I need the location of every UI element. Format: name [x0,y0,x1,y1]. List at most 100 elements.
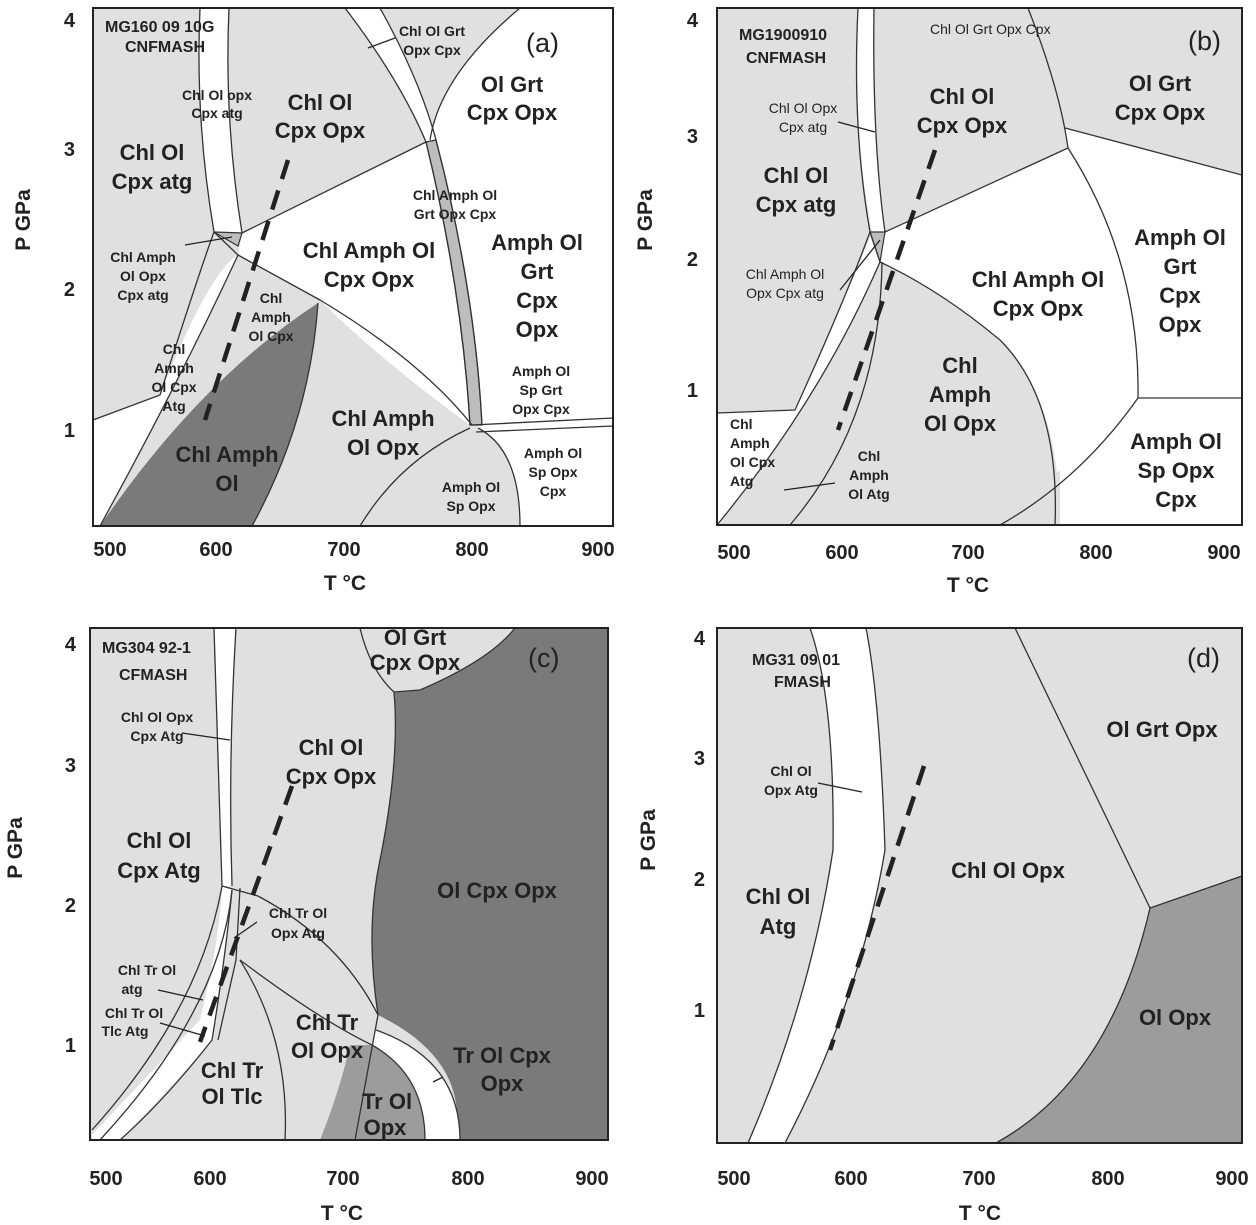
svg-text:800: 800 [1079,542,1112,564]
svg-text:2: 2 [65,895,76,917]
panel-d-x-ticks: 500 600 700 800 900 [717,1168,1248,1190]
field-label: Chl Amph Ol Opx [331,406,434,460]
field-label: Chl Ol Opx [951,858,1065,883]
field-label: Chl Ol Opx Atg [764,763,818,798]
field-label: Chl Amph Ol Opx Cpx atg [110,249,176,303]
field-label: Amph Ol Sp Opx Cpx [1130,429,1222,512]
field-b-light-bottom-right [1000,470,1060,525]
svg-text:800: 800 [451,1168,484,1190]
field-label: Ol Grt Cpx Opx [1115,71,1206,125]
svg-text:500: 500 [717,1168,750,1190]
field-label: Chl Amph Ol Cpx Atg [730,416,775,489]
field-c-white-arc [372,1030,460,1140]
panel-d-y-label: P GPa [637,809,660,871]
field-label: Ol Cpx Opx [437,878,558,903]
field-label: Amph Ol Sp Opx [442,479,500,514]
field-label: Chl Amph Ol Grt Opx Cpx [413,187,497,222]
field-b-white-left-strip [717,232,880,525]
field-a-medium-triple [213,231,243,247]
field-label: Chl Ol Cpx atg [112,140,193,194]
field-label: Chl Tr Ol Tlc Atg [102,1005,164,1039]
field-c-dark [371,628,608,1140]
panel-c-sample: MG304 92-1 [102,640,191,657]
panel-c-x-ticks: 500 600 700 800 900 [89,1168,608,1190]
panel-b-y-label: P GPa [634,189,657,251]
field-b-white-center [880,148,1242,525]
svg-text:600: 600 [825,542,858,564]
field-b-white-band [856,8,885,232]
field-label: Chl Amph Ol Opx [924,353,997,436]
panel-c-x-label: T °C [321,1202,363,1225]
field-label: Tr Ol Cpx Opx [453,1043,552,1096]
panel-d-sample: MG31 09 01 [752,652,840,669]
svg-text:4: 4 [64,10,76,32]
panel-a-letter: (a) [526,28,559,58]
panel-b: (b) MG1900910 CNFMASH Chl Ol Grt Opx Cpx… [634,7,1243,597]
field-a-white-band [198,8,242,233]
panel-d-x-label: T °C [959,1202,1001,1225]
panel-a-x-label: T °C [324,572,366,595]
panel-b-system: CNFMASH [746,50,826,67]
field-a-white-lower-left [93,255,238,526]
panel-d-system: FMASH [774,674,831,691]
field-label: Chl Ol opx Cpx atg [182,87,252,121]
svg-text:600: 600 [199,539,232,561]
panel-a-system: CNFMASH [125,39,205,56]
field-a-white-center [238,140,470,425]
field-label: Chl Ol Cpx Opx [275,90,366,143]
svg-text:900: 900 [1207,542,1240,564]
field-label: Chl Ol Atg [746,884,811,939]
svg-text:900: 900 [1215,1168,1248,1190]
field-label: Chl Tr Ol Opx Atg [269,905,327,941]
svg-text:900: 900 [575,1168,608,1190]
field-a-white-right [430,8,613,428]
field-c-dark2 [320,1045,425,1140]
field-label: Chl Amph Ol Cpx Opx [303,238,435,292]
field-label: Chl Ol Cpx Opx [917,84,1008,138]
panel-d-letter: (d) [1187,643,1220,673]
svg-text:1: 1 [64,420,75,442]
field-label: Chl Ol Cpx Opx [286,735,377,789]
field-label: Ol Grt Cpx Opx [467,72,558,125]
svg-text:1: 1 [694,1000,705,1022]
field-label: Amph Ol Sp Opx Cpx [524,445,582,499]
svg-text:800: 800 [1091,1168,1124,1190]
field-label: Ol Grt Opx [1106,717,1218,742]
field-label: Chl Ol Opx Cpx atg [769,100,837,135]
svg-text:3: 3 [64,139,75,161]
svg-text:3: 3 [687,126,698,148]
svg-text:700: 700 [962,1168,995,1190]
panel-a-y-label: P GPa [12,189,35,251]
svg-text:2: 2 [687,249,698,271]
field-label: Ol Opx [1139,1005,1212,1030]
field-label: Chl Amph Ol [175,442,278,496]
panel-b-x-ticks: 500 600 700 800 900 [717,542,1240,564]
field-label: Chl Amph Ol Opx Cpx atg [746,266,825,301]
panel-b-x-label: T °C [947,574,989,597]
svg-text:3: 3 [694,748,705,770]
svg-text:700: 700 [951,542,984,564]
svg-text:4: 4 [65,634,77,656]
svg-text:1: 1 [65,1035,76,1057]
field-label: Chl Amph Ol Atg [848,448,889,502]
field-label: Chl Ol Cpx atg [756,163,837,217]
panel-b-letter: (b) [1188,26,1221,56]
svg-text:4: 4 [687,10,699,32]
svg-text:700: 700 [327,539,360,561]
field-label: Chl Amph Ol Cpx Atg [151,341,196,414]
field-label: Chl Ol Cpx Atg [117,828,201,883]
field-label: Chl Tr Ol Opx [291,1010,364,1063]
panel-a: (a) MG160 09 10G CNFMASH Chl Ol Grt Opx C… [12,7,615,595]
svg-text:500: 500 [93,539,126,561]
svg-text:900: 900 [581,539,614,561]
panel-d-y-ticks: 4 3 2 1 [694,628,706,1022]
svg-text:3: 3 [65,755,76,777]
panel-c-y-label: P GPa [4,817,27,879]
panel-a-sample: MG160 09 10G [105,19,214,36]
field-label: Chl Amph Ol Cpx [248,290,293,344]
panel-c-letter: (c) [528,643,559,673]
field-label: Chl Ol Grt Opx Cpx [399,23,465,58]
field-label: Tr Ol Opx [362,1089,412,1140]
panel-d: (d) MG31 09 01 FMASH Ol Grt Opx Chl Ol Op… [637,627,1249,1225]
